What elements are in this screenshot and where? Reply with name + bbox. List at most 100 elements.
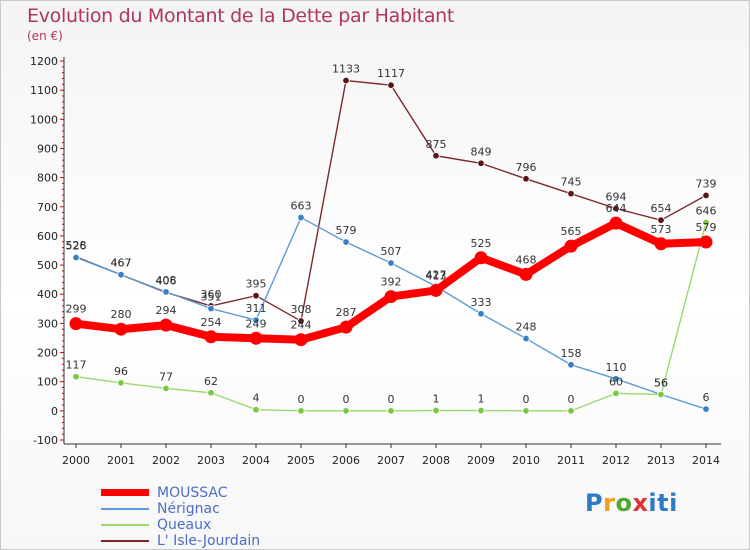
data-label-queaux: 77 — [159, 370, 173, 383]
x-tick-label: 2001 — [107, 454, 135, 467]
data-point-n-rignac — [162, 288, 170, 296]
data-point-queaux — [657, 390, 665, 399]
data-point-moussac — [564, 239, 578, 253]
data-label-moussac: 280 — [111, 308, 132, 321]
y-tick-label: 1000 — [30, 113, 58, 126]
data-point-queaux — [612, 389, 620, 398]
data-label-l-isle-jourdain: 875 — [426, 138, 447, 151]
data-label-moussac: 392 — [381, 276, 402, 289]
data-point-moussac — [474, 251, 488, 265]
data-point-queaux — [117, 379, 125, 387]
data-label-queaux: 0 — [343, 393, 350, 406]
data-point-n-rignac — [297, 213, 305, 222]
data-label-queaux: 0 — [568, 393, 575, 406]
data-point-l-isle-jourdain — [297, 317, 305, 325]
data-label-l-isle-jourdain: 360 — [201, 288, 222, 301]
y-tick-label: 900 — [37, 142, 58, 155]
data-point-moussac — [339, 320, 353, 334]
data-point-queaux — [387, 407, 395, 415]
data-label-moussac: 249 — [246, 317, 267, 330]
data-point-moussac — [159, 318, 173, 332]
data-label-queaux: 0 — [388, 393, 395, 406]
data-label-n-rignac: 158 — [561, 347, 582, 360]
series-layer — [69, 76, 713, 415]
data-label-l-isle-jourdain: 308 — [291, 303, 312, 316]
legend-swatch-nerignac — [101, 508, 149, 510]
data-point-queaux — [207, 389, 215, 397]
data-point-moussac — [204, 330, 218, 344]
x-tick-label: 2010 — [512, 454, 540, 467]
axes: -100010020030040050060070080090010001100… — [30, 55, 721, 467]
data-label-n-rignac: 526 — [66, 239, 87, 252]
data-point-queaux — [522, 407, 530, 415]
y-tick-label: -100 — [33, 434, 58, 447]
y-tick-label: 100 — [37, 376, 58, 389]
data-point-moussac — [429, 283, 443, 297]
data-point-queaux — [162, 384, 170, 393]
x-tick-label: 2004 — [242, 454, 270, 467]
x-tick-label: 2000 — [62, 454, 90, 467]
data-point-n-rignac — [612, 375, 620, 383]
data-point-l-isle-jourdain — [477, 159, 485, 168]
data-label-queaux: 1 — [433, 393, 440, 406]
data-point-n-rignac — [207, 304, 215, 313]
x-tick-label: 2005 — [287, 454, 315, 467]
data-point-queaux — [477, 406, 485, 415]
data-point-l-isle-jourdain — [522, 175, 530, 183]
data-point-n-rignac — [567, 361, 575, 369]
data-point-moussac — [69, 317, 83, 331]
data-label-n-rignac: 467 — [111, 257, 132, 270]
legend-swatch-queaux — [101, 524, 149, 526]
data-point-queaux — [72, 373, 80, 381]
y-tick-label: 800 — [37, 172, 58, 185]
data-point-queaux — [342, 407, 350, 415]
data-label-n-rignac: 507 — [381, 245, 402, 258]
data-label-queaux: 0 — [523, 393, 530, 406]
data-label-moussac: 525 — [471, 237, 492, 250]
data-label-moussac: 579 — [696, 221, 717, 234]
x-tick-label: 2012 — [602, 454, 630, 467]
data-point-queaux — [252, 405, 260, 414]
legend-label-isle-jourdain: L' Isle-Jourdain — [157, 533, 261, 549]
data-label-n-rignac: 311 — [246, 302, 267, 315]
y-tick-label: 300 — [37, 317, 58, 330]
data-point-moussac — [294, 333, 308, 347]
data-point-n-rignac — [72, 253, 80, 262]
data-point-l-isle-jourdain — [612, 204, 620, 213]
y-tick-label: 700 — [37, 201, 58, 214]
x-tick-label: 2014 — [692, 454, 720, 467]
x-tick-label: 2007 — [377, 454, 405, 467]
x-tick-label: 2008 — [422, 454, 450, 467]
data-label-l-isle-jourdain: 406 — [156, 274, 177, 287]
data-label-l-isle-jourdain: 654 — [651, 202, 672, 215]
data-point-l-isle-jourdain — [567, 189, 575, 198]
legend-label-nerignac: Nérignac — [157, 501, 220, 517]
y-tick-label: 1200 — [30, 55, 58, 68]
y-tick-label: 200 — [37, 347, 58, 360]
data-point-queaux — [567, 407, 575, 415]
data-label-l-isle-jourdain: 528 — [66, 239, 87, 252]
data-label-l-isle-jourdain: 796 — [516, 161, 537, 174]
data-point-l-isle-jourdain — [252, 291, 260, 300]
data-label-queaux: 60 — [609, 375, 623, 388]
data-point-moussac — [609, 216, 623, 230]
data-label-moussac: 468 — [516, 253, 537, 266]
x-tick-label: 2002 — [152, 454, 180, 467]
legend-label-moussac: MOUSSAC — [157, 485, 228, 501]
data-point-n-rignac — [702, 405, 710, 413]
x-tick-label: 2013 — [647, 454, 675, 467]
data-point-queaux — [297, 407, 305, 415]
x-tick-label: 2006 — [332, 454, 360, 467]
data-point-moussac — [519, 267, 533, 281]
data-label-l-isle-jourdain: 1117 — [377, 67, 405, 80]
data-point-moussac — [114, 322, 128, 336]
data-point-n-rignac — [252, 316, 260, 324]
data-point-moussac — [249, 331, 263, 345]
data-label-n-rignac: 110 — [606, 361, 627, 374]
legend-label-queaux: Queaux — [157, 517, 212, 533]
data-label-n-rignac: 663 — [291, 200, 312, 213]
y-tick-label: 1100 — [30, 84, 58, 97]
legend-swatch-moussac — [101, 489, 149, 496]
